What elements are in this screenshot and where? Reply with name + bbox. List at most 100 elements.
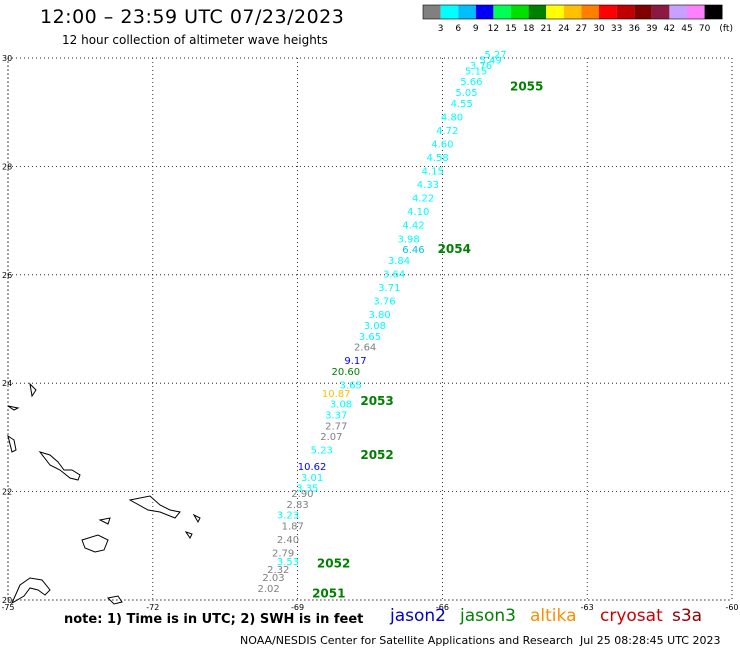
map-grid: 30 28 26 24 22 20-75 -72 -69 -66 -63 -60 bbox=[1, 54, 738, 612]
colorbar-swatch bbox=[669, 5, 687, 19]
page-subtitle: 12 hour collection of altimeter wave hei… bbox=[62, 33, 328, 47]
wave-height-reading: 5.66 bbox=[460, 77, 482, 88]
satellite-s3a: s3a bbox=[672, 606, 703, 626]
lon-tick-label: -72 bbox=[146, 603, 159, 612]
lon-tick-label: -60 bbox=[725, 603, 738, 612]
colorbar-swatch bbox=[493, 5, 511, 19]
colorbar-swatch bbox=[528, 5, 547, 19]
wave-height-reading: 10.87 bbox=[322, 389, 351, 400]
wave-height-reading: 2.83 bbox=[286, 500, 308, 511]
wave-height-reading: 9.17 bbox=[344, 356, 366, 367]
wave-height-reading: 4.60 bbox=[431, 139, 453, 150]
wave-height-reading: 4.33 bbox=[417, 180, 439, 191]
satellite-cryosat: cryosat bbox=[600, 606, 663, 626]
colorbar-label: 3 bbox=[438, 24, 444, 34]
wave-height-reading: 10.62 bbox=[298, 462, 327, 473]
colorbar-label: 21 bbox=[540, 24, 551, 34]
colorbar-label: 24 bbox=[558, 24, 570, 34]
altimeter-swath: 2.022.032.32 2.793.53 2.40 1.873.232.832.90… bbox=[258, 50, 507, 595]
wave-height-reading: 6.46 bbox=[402, 245, 424, 256]
pass-labels: 2051 2052 2052 2053 2054 2055 bbox=[312, 80, 543, 601]
footnote: note: 1) Time is in UTC; 2) SWH is in fe… bbox=[64, 612, 364, 627]
page-title: 12:00 – 23:59 UTC 07/23/2023 bbox=[40, 6, 345, 28]
colorbar-label: 36 bbox=[628, 24, 640, 34]
wave-height-reading: 4.42 bbox=[402, 221, 424, 232]
satellite-altika: altika bbox=[530, 606, 577, 626]
coastline bbox=[7, 382, 201, 605]
colorbar-label: 70 bbox=[699, 24, 711, 34]
pass-number-label: 2052 bbox=[360, 448, 393, 462]
wave-height-reading: 4.15 bbox=[422, 167, 444, 178]
colorbar-frame bbox=[422, 4, 723, 20]
wave-height-reading: 5.23 bbox=[311, 446, 333, 457]
generated-timestamp: Jul 25 08:28:45 UTC 2023 bbox=[580, 634, 721, 647]
wave-height-reading: 3.08 bbox=[364, 321, 386, 332]
wave-height-reading: 3.53 bbox=[277, 557, 299, 568]
colorbar-unit: (ft) bbox=[719, 24, 733, 34]
wave-height-reading: 3.01 bbox=[301, 473, 323, 484]
wave-height-reading: 4.22 bbox=[412, 194, 434, 205]
colorbar-swatch bbox=[546, 5, 564, 19]
wave-height-reading: 3.64 bbox=[383, 270, 405, 281]
colorbar-label: 12 bbox=[488, 24, 499, 34]
wave-height-reading: 2.07 bbox=[320, 432, 342, 443]
lat-tick-label: 26 bbox=[2, 271, 12, 280]
colorbar-swatch bbox=[563, 5, 582, 19]
colorbar-swatch bbox=[651, 5, 670, 19]
wave-height-reading: 3.98 bbox=[397, 234, 419, 245]
colorbar-swatch bbox=[599, 5, 617, 19]
lat-tick-label: 30 bbox=[2, 54, 12, 63]
credit-line: NOAA/NESDIS Center for Satellite Applica… bbox=[240, 634, 574, 647]
wave-height-reading: 2.32 bbox=[267, 565, 289, 576]
colorbar-swatch bbox=[511, 5, 529, 19]
lon-tick-label: -63 bbox=[581, 603, 594, 612]
lat-tick-label: 20 bbox=[2, 596, 12, 605]
wave-height-reading: 20.60 bbox=[332, 367, 361, 378]
wave-height-reading: 3.08 bbox=[330, 400, 352, 411]
colorbar-swatch bbox=[687, 5, 705, 19]
wave-height-reading: 2.64 bbox=[354, 343, 376, 354]
wave-height-reading: 3.76 bbox=[470, 61, 492, 72]
wave-height-reading: 3.84 bbox=[388, 256, 410, 267]
wave-height-reading: 3.37 bbox=[325, 410, 347, 421]
wave-height-reading: 4.80 bbox=[441, 112, 463, 123]
wave-height-reading: 5.27 bbox=[484, 50, 506, 61]
colorbar-swatch bbox=[616, 5, 635, 19]
colorbar-label: 18 bbox=[523, 24, 535, 34]
wave-height-reading: 2.40 bbox=[277, 535, 299, 546]
map-frame bbox=[7, 57, 733, 601]
lon-tick-label: -66 bbox=[436, 603, 449, 612]
color-legend: 3 6 9 12 15 18 21 24 27 30 33 36 39 42 45 70 (ft) bbox=[422, 4, 733, 34]
wave-height-reading: 2.02 bbox=[258, 584, 280, 595]
lon-tick-label: -75 bbox=[1, 603, 14, 612]
pass-number-label: 2053 bbox=[360, 394, 393, 408]
pass-number-label: 2052 bbox=[317, 556, 350, 570]
wave-height-reading: 3.65 bbox=[340, 381, 362, 392]
wave-height-reading: 2.90 bbox=[291, 489, 313, 500]
wave-height-reading: 3.76 bbox=[373, 297, 395, 308]
colorbar-swatch bbox=[581, 5, 599, 19]
wave-height-reading: 4.72 bbox=[436, 126, 458, 137]
colorbar-label: 42 bbox=[664, 24, 675, 34]
pass-number-label: 2054 bbox=[438, 242, 471, 256]
wave-height-reading: 2.79 bbox=[272, 549, 294, 560]
satellite-jason2: jason2 bbox=[390, 606, 446, 626]
colorbar-label: 39 bbox=[646, 24, 658, 34]
colorbar-swatch bbox=[704, 5, 723, 19]
pass-number-label: 2051 bbox=[312, 586, 345, 600]
lat-tick-label: 22 bbox=[2, 488, 12, 497]
wave-height-reading: 5.15 bbox=[465, 66, 487, 77]
lon-tick-label: -69 bbox=[291, 603, 304, 612]
wave-height-reading: 4.55 bbox=[451, 99, 473, 110]
colorbar-swatch bbox=[475, 5, 494, 19]
wave-height-reading: 3.65 bbox=[359, 332, 381, 343]
colorbar-label: 30 bbox=[593, 24, 605, 34]
wave-height-reading: 1.87 bbox=[282, 522, 304, 533]
wave-height-reading: 3.23 bbox=[277, 511, 299, 522]
colorbar-swatch bbox=[440, 5, 459, 19]
satellite-jason3: jason3 bbox=[460, 606, 516, 626]
colorbar-label: 9 bbox=[473, 24, 479, 34]
wave-height-reading: 2.03 bbox=[262, 573, 284, 584]
wave-height-reading: 3.35 bbox=[296, 484, 318, 495]
wave-height-reading: 3.71 bbox=[378, 283, 400, 294]
